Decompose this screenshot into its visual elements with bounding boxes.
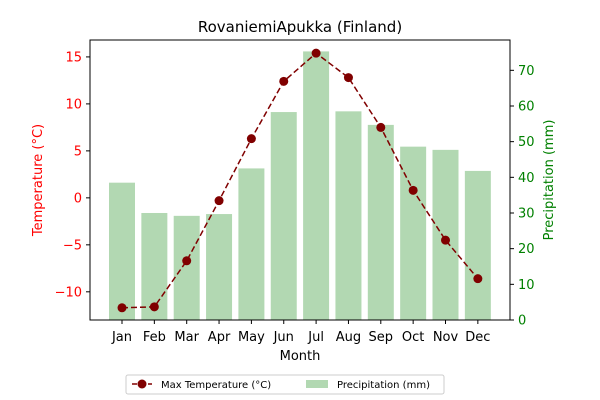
y-right-tick-label: 10 (518, 278, 535, 293)
y-right-tick-label: 0 (518, 314, 526, 329)
y-right-tick-label: 70 (518, 64, 535, 79)
bar-nov (432, 149, 459, 320)
legend-line-marker (137, 379, 147, 389)
bar-dec (464, 170, 491, 320)
bar-series (109, 51, 491, 321)
bar-feb (141, 212, 168, 320)
x-tick-label: Mar (174, 330, 199, 345)
point-apr (214, 196, 224, 206)
y-left-tick-label: 5 (74, 144, 82, 159)
point-may (246, 134, 256, 144)
x-axis-title: Month (280, 349, 321, 364)
point-dec (473, 274, 483, 284)
point-nov (441, 235, 450, 245)
x-axis: Jan Feb Mar Apr May Jun Jul Aug Sep Oct Nov Dec (111, 320, 490, 345)
bar-jul (303, 51, 330, 321)
legend-label-precipitation: Precipitation (mm) (337, 380, 430, 391)
y-axis-left-title: Temperature (°C) (31, 124, 46, 237)
bar-oct (400, 146, 427, 320)
legend: Max Temperature (°C) Precipitation (mm) (125, 374, 445, 395)
y-axis-left: −10 −5 0 5 10 15 (55, 50, 90, 300)
legend-bar-swatch (306, 380, 328, 388)
chart-title: RovaniemiApukka (Finland) (198, 18, 402, 36)
point-mar (182, 256, 192, 266)
y-axis-right: 0 10 20 30 40 50 60 70 (510, 64, 535, 329)
plot-frame (89, 39, 511, 321)
bar-sep (367, 124, 394, 320)
y-left-tick-label: 15 (65, 50, 82, 65)
y-left-tick-label: 10 (65, 97, 82, 112)
y-left-tick-label: −10 (55, 285, 82, 300)
y-axis-right-title: Precipitation (mm) (542, 120, 557, 241)
point-aug (343, 73, 353, 83)
point-jul (311, 48, 321, 58)
bar-aug (335, 111, 362, 320)
bar-mar (173, 215, 200, 320)
bar-apr (206, 214, 233, 320)
x-tick-label: Nov (433, 330, 459, 345)
y-right-tick-label: 20 (518, 242, 535, 257)
x-tick-label: Oct (402, 330, 424, 345)
point-jan (117, 303, 127, 313)
x-tick-label: Aug (336, 330, 361, 345)
x-tick-label: Jun (273, 330, 294, 345)
bar-may (238, 168, 265, 320)
y-right-tick-label: 50 (518, 135, 535, 150)
point-oct (408, 185, 418, 195)
point-feb (149, 302, 159, 312)
y-right-tick-label: 30 (518, 206, 535, 221)
y-right-tick-label: 40 (518, 171, 535, 186)
point-jun (279, 76, 289, 86)
y-left-tick-label: −5 (63, 238, 82, 253)
point-sep (376, 122, 386, 132)
x-tick-label: Jul (307, 330, 324, 345)
bar-jan (109, 182, 135, 320)
bar-jun (270, 112, 297, 320)
line-series (117, 48, 483, 313)
legend-box (125, 374, 445, 395)
x-tick-label: Sep (369, 330, 394, 345)
x-tick-label: Feb (143, 330, 166, 345)
y-left-tick-label: 0 (74, 191, 82, 206)
x-tick-label: May (238, 330, 265, 345)
legend-label-temperature: Max Temperature (°C) (161, 380, 271, 391)
y-right-tick-label: 60 (518, 99, 535, 114)
x-tick-label: Jan (111, 330, 132, 345)
x-tick-label: Apr (208, 330, 231, 345)
temperature-line (121, 52, 479, 309)
x-tick-label: Dec (465, 330, 490, 345)
